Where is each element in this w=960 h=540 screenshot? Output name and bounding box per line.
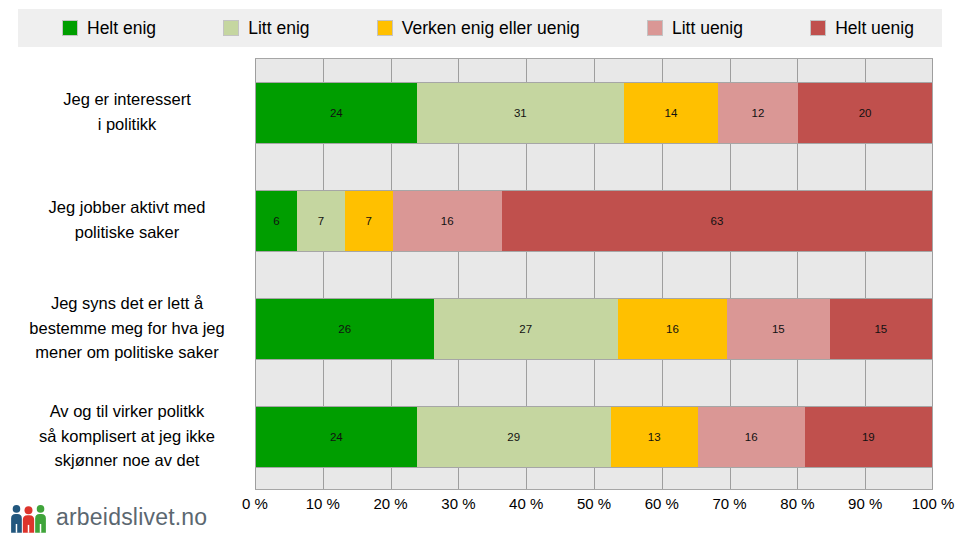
bar-segment: 14 (624, 83, 718, 143)
bar-segment: 26 (256, 299, 434, 359)
x-tick-label: 90 % (848, 495, 882, 512)
bar-segment: 31 (417, 83, 624, 143)
legend-item: Litt uenig (647, 18, 743, 39)
bar-value-label: 16 (441, 215, 454, 227)
legend-label: Helt enig (87, 18, 156, 39)
legend-label: Litt uenig (672, 18, 743, 39)
bar-segment: 13 (611, 407, 698, 467)
bar-value-label: 15 (772, 323, 785, 335)
x-tick-label: 30 % (441, 495, 475, 512)
bar-segment: 15 (727, 299, 829, 359)
bar-value-label: 27 (519, 323, 532, 335)
bar-row: 26 27 16 15 15 (255, 275, 933, 383)
category-label: Jeg er interesserti politikk (6, 58, 248, 166)
x-tick-label: 70 % (712, 495, 746, 512)
bar-segment: 24 (256, 83, 417, 143)
category-label-text: Jeg jobber aktivt medpolitiske saker (49, 195, 206, 245)
category-label-text: Jeg syns det er lett åbestemme meg for h… (29, 291, 224, 365)
bar-segment: 16 (393, 191, 502, 251)
legend-item: Helt enig (62, 18, 156, 39)
legend-label: Litt enig (248, 18, 309, 39)
bar-value-label: 20 (859, 107, 872, 119)
category-label: Jeg syns det er lett åbestemme meg for h… (6, 274, 248, 382)
x-tick-label: 20 % (373, 495, 407, 512)
legend-swatch (377, 20, 393, 36)
bar-value-label: 7 (318, 215, 324, 227)
legend-swatch (810, 20, 826, 36)
legend-label: Verken enig eller uenig (402, 18, 580, 39)
bar-segment: 20 (798, 83, 932, 143)
bar-value-label: 6 (273, 215, 279, 227)
bar-value-label: 14 (665, 107, 678, 119)
bar-value-label: 31 (514, 107, 527, 119)
category-label-text: Av og til virker politkkså komplisert at… (39, 399, 215, 473)
x-tick-label: 50 % (577, 495, 611, 512)
bar-row: 24 29 13 16 19 (255, 383, 933, 491)
site-branding: arbeidslivet.no (10, 502, 207, 533)
stacked-bar: 24 31 14 12 20 (255, 82, 933, 144)
legend-item: Verken enig eller uenig (377, 18, 580, 39)
category-labels: Jeg er interesserti politikk Jeg jobber a… (6, 58, 248, 490)
bar-segment: 6 (256, 191, 297, 251)
legend-swatch (62, 20, 78, 36)
x-tick-label: 100 % (912, 495, 955, 512)
bar-segment: 12 (718, 83, 798, 143)
bar-segment: 29 (417, 407, 611, 467)
x-tick-label: 40 % (509, 495, 543, 512)
people-icon (10, 502, 47, 533)
stacked-bar: 26 27 16 15 15 (255, 298, 933, 360)
stacked-bar: 24 29 13 16 19 (255, 406, 933, 468)
x-axis: 0 %10 %20 %30 %40 %50 %60 %70 %80 %90 %1… (255, 495, 933, 517)
stacked-bar: 6 7 7 16 63 (255, 190, 933, 252)
bar-segment: 63 (502, 191, 932, 251)
bar-value-label: 13 (648, 431, 661, 443)
bar-value-label: 26 (338, 323, 351, 335)
bar-row: 6 7 7 16 63 (255, 167, 933, 275)
bar-value-label: 16 (666, 323, 679, 335)
bar-segment: 16 (698, 407, 805, 467)
bar-value-label: 12 (752, 107, 765, 119)
legend-swatch (223, 20, 239, 36)
bar-row: 24 31 14 12 20 (255, 59, 933, 167)
bar-segment: 19 (805, 407, 932, 467)
bar-segment: 7 (345, 191, 393, 251)
category-label: Av og til virker politkkså komplisert at… (6, 382, 248, 490)
bar-value-label: 15 (874, 323, 887, 335)
chart-legend: Helt enig Litt enig Verken enig eller ueni… (18, 9, 942, 47)
site-name: arbeidslivet.no (56, 504, 207, 531)
x-tick-label: 60 % (645, 495, 679, 512)
x-tick-label: 0 % (242, 495, 268, 512)
bar-value-label: 16 (745, 431, 758, 443)
bar-segment: 7 (297, 191, 345, 251)
x-tick-label: 80 % (780, 495, 814, 512)
bar-value-label: 19 (862, 431, 875, 443)
bar-segment: 15 (830, 299, 932, 359)
bar-value-label: 7 (365, 215, 371, 227)
bar-value-label: 63 (711, 215, 724, 227)
bar-value-label: 24 (330, 107, 343, 119)
bar-segment: 24 (256, 407, 417, 467)
bar-segment: 16 (618, 299, 727, 359)
bar-value-label: 29 (507, 431, 520, 443)
bar-value-label: 24 (330, 431, 343, 443)
legend-item: Helt uenig (810, 18, 914, 39)
category-label-text: Jeg er interesserti politikk (63, 87, 190, 137)
legend-item: Litt enig (223, 18, 309, 39)
legend-swatch (647, 20, 663, 36)
plot-area: 24 31 14 12 20 6 7 7 16 63 26 27 16 15 15 24 29 13 16 19 (255, 58, 933, 490)
bar-segment: 27 (434, 299, 618, 359)
x-tick-label: 10 % (306, 495, 340, 512)
category-label: Jeg jobber aktivt medpolitiske saker (6, 166, 248, 274)
legend-label: Helt uenig (835, 18, 914, 39)
